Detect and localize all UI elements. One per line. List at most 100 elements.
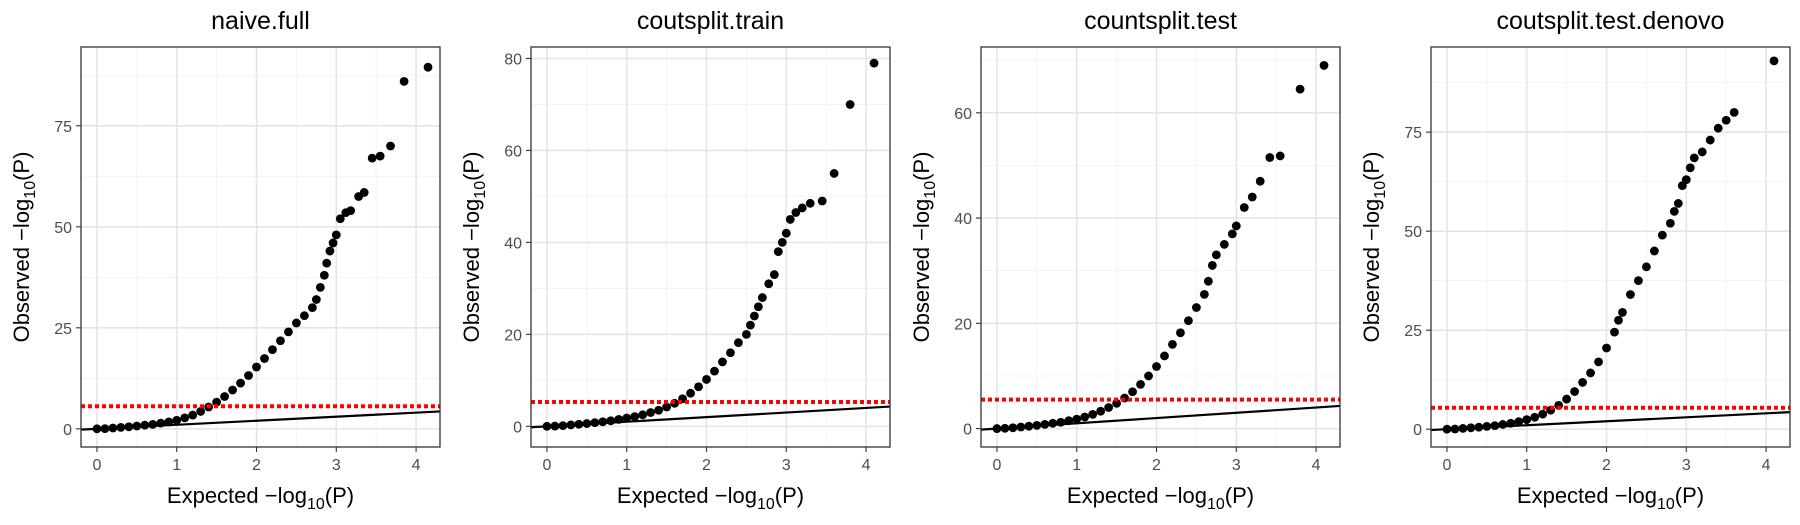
qq-point <box>1594 357 1603 367</box>
x-axis-label-text: Expected <box>1517 483 1615 508</box>
y-tick-label: 25 <box>54 321 72 338</box>
qq-point <box>630 412 640 422</box>
qq-point <box>328 238 338 248</box>
qq-point <box>1697 147 1707 157</box>
qq-point <box>622 413 632 423</box>
qq-point <box>311 295 321 304</box>
panel-title: coutsplit.test.denovo <box>1497 7 1725 35</box>
x-tick-label: 4 <box>1762 457 1771 474</box>
qq-point <box>1080 412 1090 422</box>
qq-point <box>331 230 341 240</box>
y-axis-label-text: Observed <box>1359 241 1384 343</box>
expected-diagonal-line <box>981 404 1340 431</box>
y-tick-label: 80 <box>504 51 522 68</box>
qq-point <box>1705 135 1715 145</box>
qq-point <box>1538 409 1548 419</box>
qq-point <box>1685 163 1695 173</box>
qq-point <box>386 141 395 151</box>
x-axis-label-text: Expected <box>617 483 715 508</box>
qq-point <box>598 417 608 427</box>
y-tick-label: 0 <box>63 422 72 439</box>
qq-point <box>1160 351 1169 361</box>
panel-title: countsplit.test <box>1084 7 1237 35</box>
qq-point <box>686 388 695 398</box>
expected-diagonal-line <box>531 405 890 429</box>
qq-point <box>322 258 332 268</box>
x-axis-label: Expected −log10(P) <box>1067 483 1254 513</box>
grid <box>81 47 440 447</box>
x-tick-label: 1 <box>1522 457 1531 474</box>
qq-point <box>718 357 727 367</box>
y-tick-label: 75 <box>54 119 72 136</box>
qq-point <box>399 76 409 86</box>
x-tick-label: 3 <box>1682 457 1691 474</box>
panel-background <box>81 47 440 447</box>
x-tick-label: 1 <box>622 457 631 474</box>
qq-point <box>299 311 309 321</box>
qq-point <box>1769 56 1779 66</box>
qq-point <box>1530 412 1540 422</box>
qq-point <box>1096 406 1106 416</box>
qq-point <box>1665 218 1675 228</box>
panel-border <box>980 46 1341 448</box>
qq-point <box>1088 409 1098 419</box>
qq-point <box>1634 276 1643 286</box>
qq-point <box>1522 415 1532 425</box>
qq-point <box>1176 328 1185 338</box>
qq-point <box>1048 418 1058 428</box>
qq-point <box>702 375 711 384</box>
qq-point <box>268 345 277 355</box>
qq-point <box>1618 307 1627 317</box>
qq-point <box>757 293 767 302</box>
qq-point <box>745 320 755 330</box>
panel-border <box>530 46 891 448</box>
qq-point <box>1211 250 1221 260</box>
x-axis-label: Expected −log10(P) <box>617 483 804 513</box>
qq-point <box>1578 378 1587 387</box>
qq-point <box>375 151 385 161</box>
qq-point <box>1184 316 1193 326</box>
x-axis-label-text: Expected <box>167 483 265 508</box>
qq-point <box>753 302 763 312</box>
qq-point <box>1152 362 1161 371</box>
qq-point <box>276 336 285 346</box>
qq-point <box>777 238 787 247</box>
x-tick-label: 4 <box>862 457 871 474</box>
qq-point <box>769 270 779 279</box>
x-axis-label: Expected −log10(P) <box>1517 483 1704 513</box>
qq-point <box>710 366 719 376</box>
y-axis-label: Observed −log10(P) <box>909 152 939 343</box>
qq-point <box>1265 153 1275 162</box>
y-tick-label: 50 <box>1404 224 1422 241</box>
qq-point <box>1689 153 1699 163</box>
qq-point <box>694 382 703 392</box>
qq-point <box>188 410 198 420</box>
qq-point <box>773 247 783 256</box>
qq-point <box>1239 203 1249 212</box>
qq-point <box>1721 115 1731 125</box>
qq-point <box>829 169 839 178</box>
qq-point <box>359 188 369 197</box>
x-tick-label: 4 <box>412 457 421 474</box>
x-tick-label: 3 <box>1232 457 1241 474</box>
qq-point <box>1602 343 1611 353</box>
qq-point <box>1610 327 1619 337</box>
qq-point <box>1144 371 1153 381</box>
x-tick-label: 2 <box>702 457 711 474</box>
qq-point <box>749 311 759 321</box>
qq-point <box>1649 246 1659 256</box>
x-axis-label-text: Expected <box>1067 483 1165 508</box>
qq-point <box>315 283 325 292</box>
qq-point <box>1199 289 1209 299</box>
y-axis-label-text: Observed <box>459 241 484 343</box>
qq-point <box>1570 387 1579 396</box>
qq-point <box>307 303 317 313</box>
grid <box>531 47 890 447</box>
y-tick-label: 40 <box>504 235 522 252</box>
qq-point <box>1562 394 1572 404</box>
qq-point <box>1136 379 1145 389</box>
qq-point <box>1673 199 1683 208</box>
